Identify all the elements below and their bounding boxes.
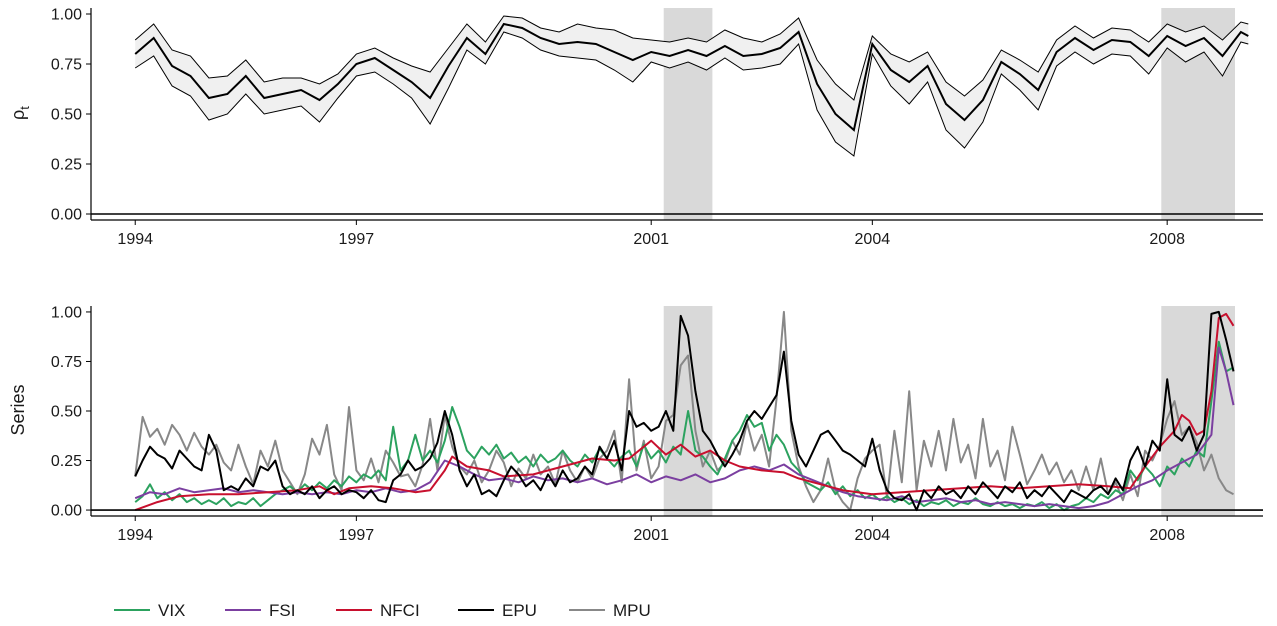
series-x-tick-label: 1997 (339, 527, 375, 544)
rho-y-tick-label: 0.25 (51, 157, 82, 174)
rho-x-tick-label: 2008 (1149, 231, 1185, 248)
series-panel: 0.00 0.25 0.50 0.75 1.00 1994 1997 2001 2004 2008… (8, 304, 1263, 544)
rho-lines-group (134, 15, 1249, 157)
lower-bound-line (134, 31, 1249, 157)
series-x-tick-label: 2001 (633, 527, 669, 544)
rho-y-axis-symbol: ρ (8, 110, 28, 120)
series-y-axis-title: Series (8, 384, 28, 435)
rho-x-tick-label: 2004 (855, 231, 891, 248)
series-x-tick-label: 1994 (117, 527, 153, 544)
rho-x-tick-label: 1994 (117, 231, 153, 248)
rho-axes: 0.00 0.25 0.50 0.75 1.00 1994 1997 2001 2004 2008 (51, 7, 1263, 248)
rho-y-tick-label: 0.50 (51, 107, 82, 124)
series-line-nfci (134, 312, 1235, 512)
rho-panel: 0.00 0.25 0.50 0.75 1.00 1994 1997 2001 2004 2008… (8, 7, 1263, 248)
legend-label-nfci: NFCI (380, 601, 420, 620)
legend-label-fsi: FSI (269, 601, 295, 620)
recession-shading-group (663, 306, 1235, 516)
legend-label-epu: EPU (502, 601, 537, 620)
series-lines-group (134, 310, 1235, 512)
rho-x-tick-label: 1997 (339, 231, 375, 248)
series-recession-1 (1161, 306, 1235, 516)
series-y-tick-label: 0.50 (51, 404, 82, 421)
rho-x-tick-label: 2001 (633, 231, 669, 248)
series-line-fsi (134, 346, 1235, 510)
rho-y-axis-subscript: t (17, 106, 32, 110)
series-line-epu (134, 310, 1235, 512)
rho-y-tick-label: 0.75 (51, 57, 82, 74)
confidence-band (135, 16, 1249, 156)
series-y-tick-label: 0.75 (51, 354, 82, 371)
series-axes: 0.00 0.25 0.50 0.75 1.00 1994 1997 2001 2004 2008 (51, 304, 1263, 544)
rho-y-axis-title: ρt (8, 106, 32, 120)
series-line-mpu (134, 310, 1234, 512)
series-x-tick-label: 2004 (855, 527, 891, 544)
confidence-band-group (135, 16, 1249, 156)
legend-label-vix: VIX (158, 601, 185, 620)
legend-label-mpu: MPU (613, 601, 651, 620)
rho-y-tick-label: 1.00 (51, 7, 82, 24)
legend: VIX FSI NFCI EPU MPU (114, 601, 651, 620)
series-line-vix (134, 340, 1234, 512)
series-y-tick-label: 0.25 (51, 453, 82, 470)
upper-bound-line (134, 15, 1249, 101)
rho-y-tick-label: 0.00 (51, 207, 82, 224)
series-y-tick-label: 1.00 (51, 304, 82, 321)
series-x-tick-label: 2008 (1149, 527, 1185, 544)
series-y-tick-label: 0.00 (51, 503, 82, 520)
rho-mean-line (134, 22, 1249, 132)
